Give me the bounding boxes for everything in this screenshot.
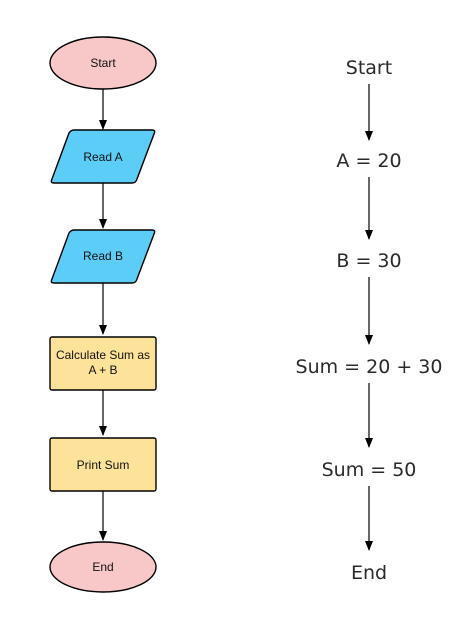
calculate-label-line1: Calculate Sum as xyxy=(56,348,150,362)
trace-a-value: A = 20 xyxy=(336,150,401,172)
calculate-label-line2: A + B xyxy=(88,363,117,377)
read-a-label: Read A xyxy=(83,150,122,164)
read-a-parallelogram xyxy=(50,129,156,184)
print-process: Print Sum xyxy=(49,437,157,492)
print-label: Print Sum xyxy=(77,458,130,472)
start-terminal: Start xyxy=(49,36,157,90)
trace-right: Start A = 20 B = 30 Sum = 20 + 30 Sum = … xyxy=(296,57,443,584)
trace-start: Start xyxy=(346,57,392,79)
start-label: Start xyxy=(90,56,116,70)
read-b-label: Read B xyxy=(83,249,123,263)
calculate-process: Calculate Sum as A + B xyxy=(49,336,157,391)
read-b-parallelogram xyxy=(50,229,156,284)
read-b-io: Read B xyxy=(50,229,156,284)
end-terminal: End xyxy=(49,541,157,593)
read-a-io: Read A xyxy=(50,129,156,184)
trace-end: End xyxy=(351,562,387,584)
trace-sum-result: Sum = 50 xyxy=(322,459,417,481)
flowchart-left: Start Read A Read B Calculate Sum as A +… xyxy=(49,36,157,593)
end-ellipse xyxy=(49,541,157,593)
trace-sum-expression: Sum = 20 + 30 xyxy=(296,356,443,378)
end-label: End xyxy=(92,560,113,574)
trace-b-value: B = 30 xyxy=(336,250,401,272)
